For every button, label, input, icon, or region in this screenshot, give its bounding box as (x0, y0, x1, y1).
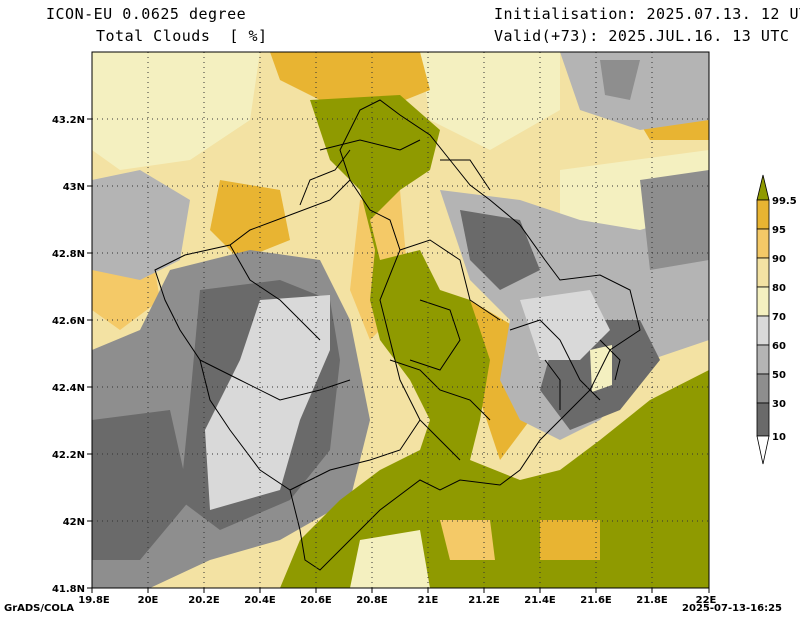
colorbar-swatch (756, 228, 770, 259)
lon-label: 21.2E (468, 595, 500, 606)
footer-timestamp: 2025-07-13-16:25 (682, 603, 782, 614)
lon-label: 21.4E (524, 595, 556, 606)
lat-label: 41.8N (52, 584, 85, 595)
colorbar-labels: 99.5 95 90 80 70 60 50 30 10 (772, 196, 797, 443)
colorbar-swatch (756, 315, 770, 346)
lon-label: 20.2E (188, 595, 220, 606)
boundaries (154, 99, 641, 571)
lon-label: 20.6E (300, 595, 332, 606)
lon-labels: 19.8E 20E 20.2E 20.4E 20.6E 20.8E 21E 21… (78, 595, 716, 606)
valid-time: Valid(+73): 2025.JUL.16. 13 UTC (494, 27, 790, 45)
colorbar-top-arrow (756, 174, 770, 201)
lon-label: 22E (696, 595, 717, 606)
lon-label: 20.8E (356, 595, 388, 606)
lat-labels: 43.2N 43N 42.8N 42.6N 42.4N 42.2N 42N 41… (52, 115, 85, 595)
lat-label: 42.6N (52, 316, 85, 327)
colorbar-label: 99.5 (772, 196, 797, 207)
colorbar-label: 80 (772, 283, 786, 294)
variable-title: Total Clouds [ %] (96, 27, 268, 45)
colorbar-bottom-arrow (756, 435, 770, 465)
lon-label: 21.8E (636, 595, 668, 606)
colorbar-label: 70 (772, 312, 786, 323)
footer-software: GrADS/COLA (4, 603, 74, 614)
lat-label: 42.8N (52, 249, 85, 260)
lon-label: 19.8E (78, 595, 110, 606)
lon-label: 20.4E (244, 595, 276, 606)
colorbar-label: 30 (772, 399, 786, 410)
colorbar-swatch (756, 286, 770, 317)
colorbar-label: 60 (772, 341, 786, 352)
init-time: Initialisation: 2025.07.13. 12 UTC (494, 5, 800, 23)
lon-label: 20E (138, 595, 159, 606)
lon-label: 21.6E (580, 595, 612, 606)
colorbar-swatch (756, 257, 770, 288)
colorbar-label: 50 (772, 370, 786, 381)
model-title: ICON-EU 0.0625 degree (46, 5, 247, 23)
colorbar-swatch (756, 402, 770, 437)
colorbar-swatch (756, 373, 770, 404)
lat-label: 42.4N (52, 383, 85, 394)
lat-label: 42.2N (52, 450, 85, 461)
lat-label: 42N (63, 517, 85, 528)
lon-label: 21E (418, 595, 439, 606)
colorbar-label: 10 (772, 432, 786, 443)
colorbar-swatch (756, 199, 770, 230)
colorbar (756, 174, 770, 465)
lat-label: 43.2N (52, 115, 85, 126)
cloud-field (92, 52, 709, 588)
tick-marks (87, 118, 710, 593)
colorbar-label: 95 (772, 225, 786, 236)
colorbar-label: 90 (772, 254, 786, 265)
colorbar-swatch (756, 344, 770, 375)
lat-label: 43N (63, 182, 85, 193)
